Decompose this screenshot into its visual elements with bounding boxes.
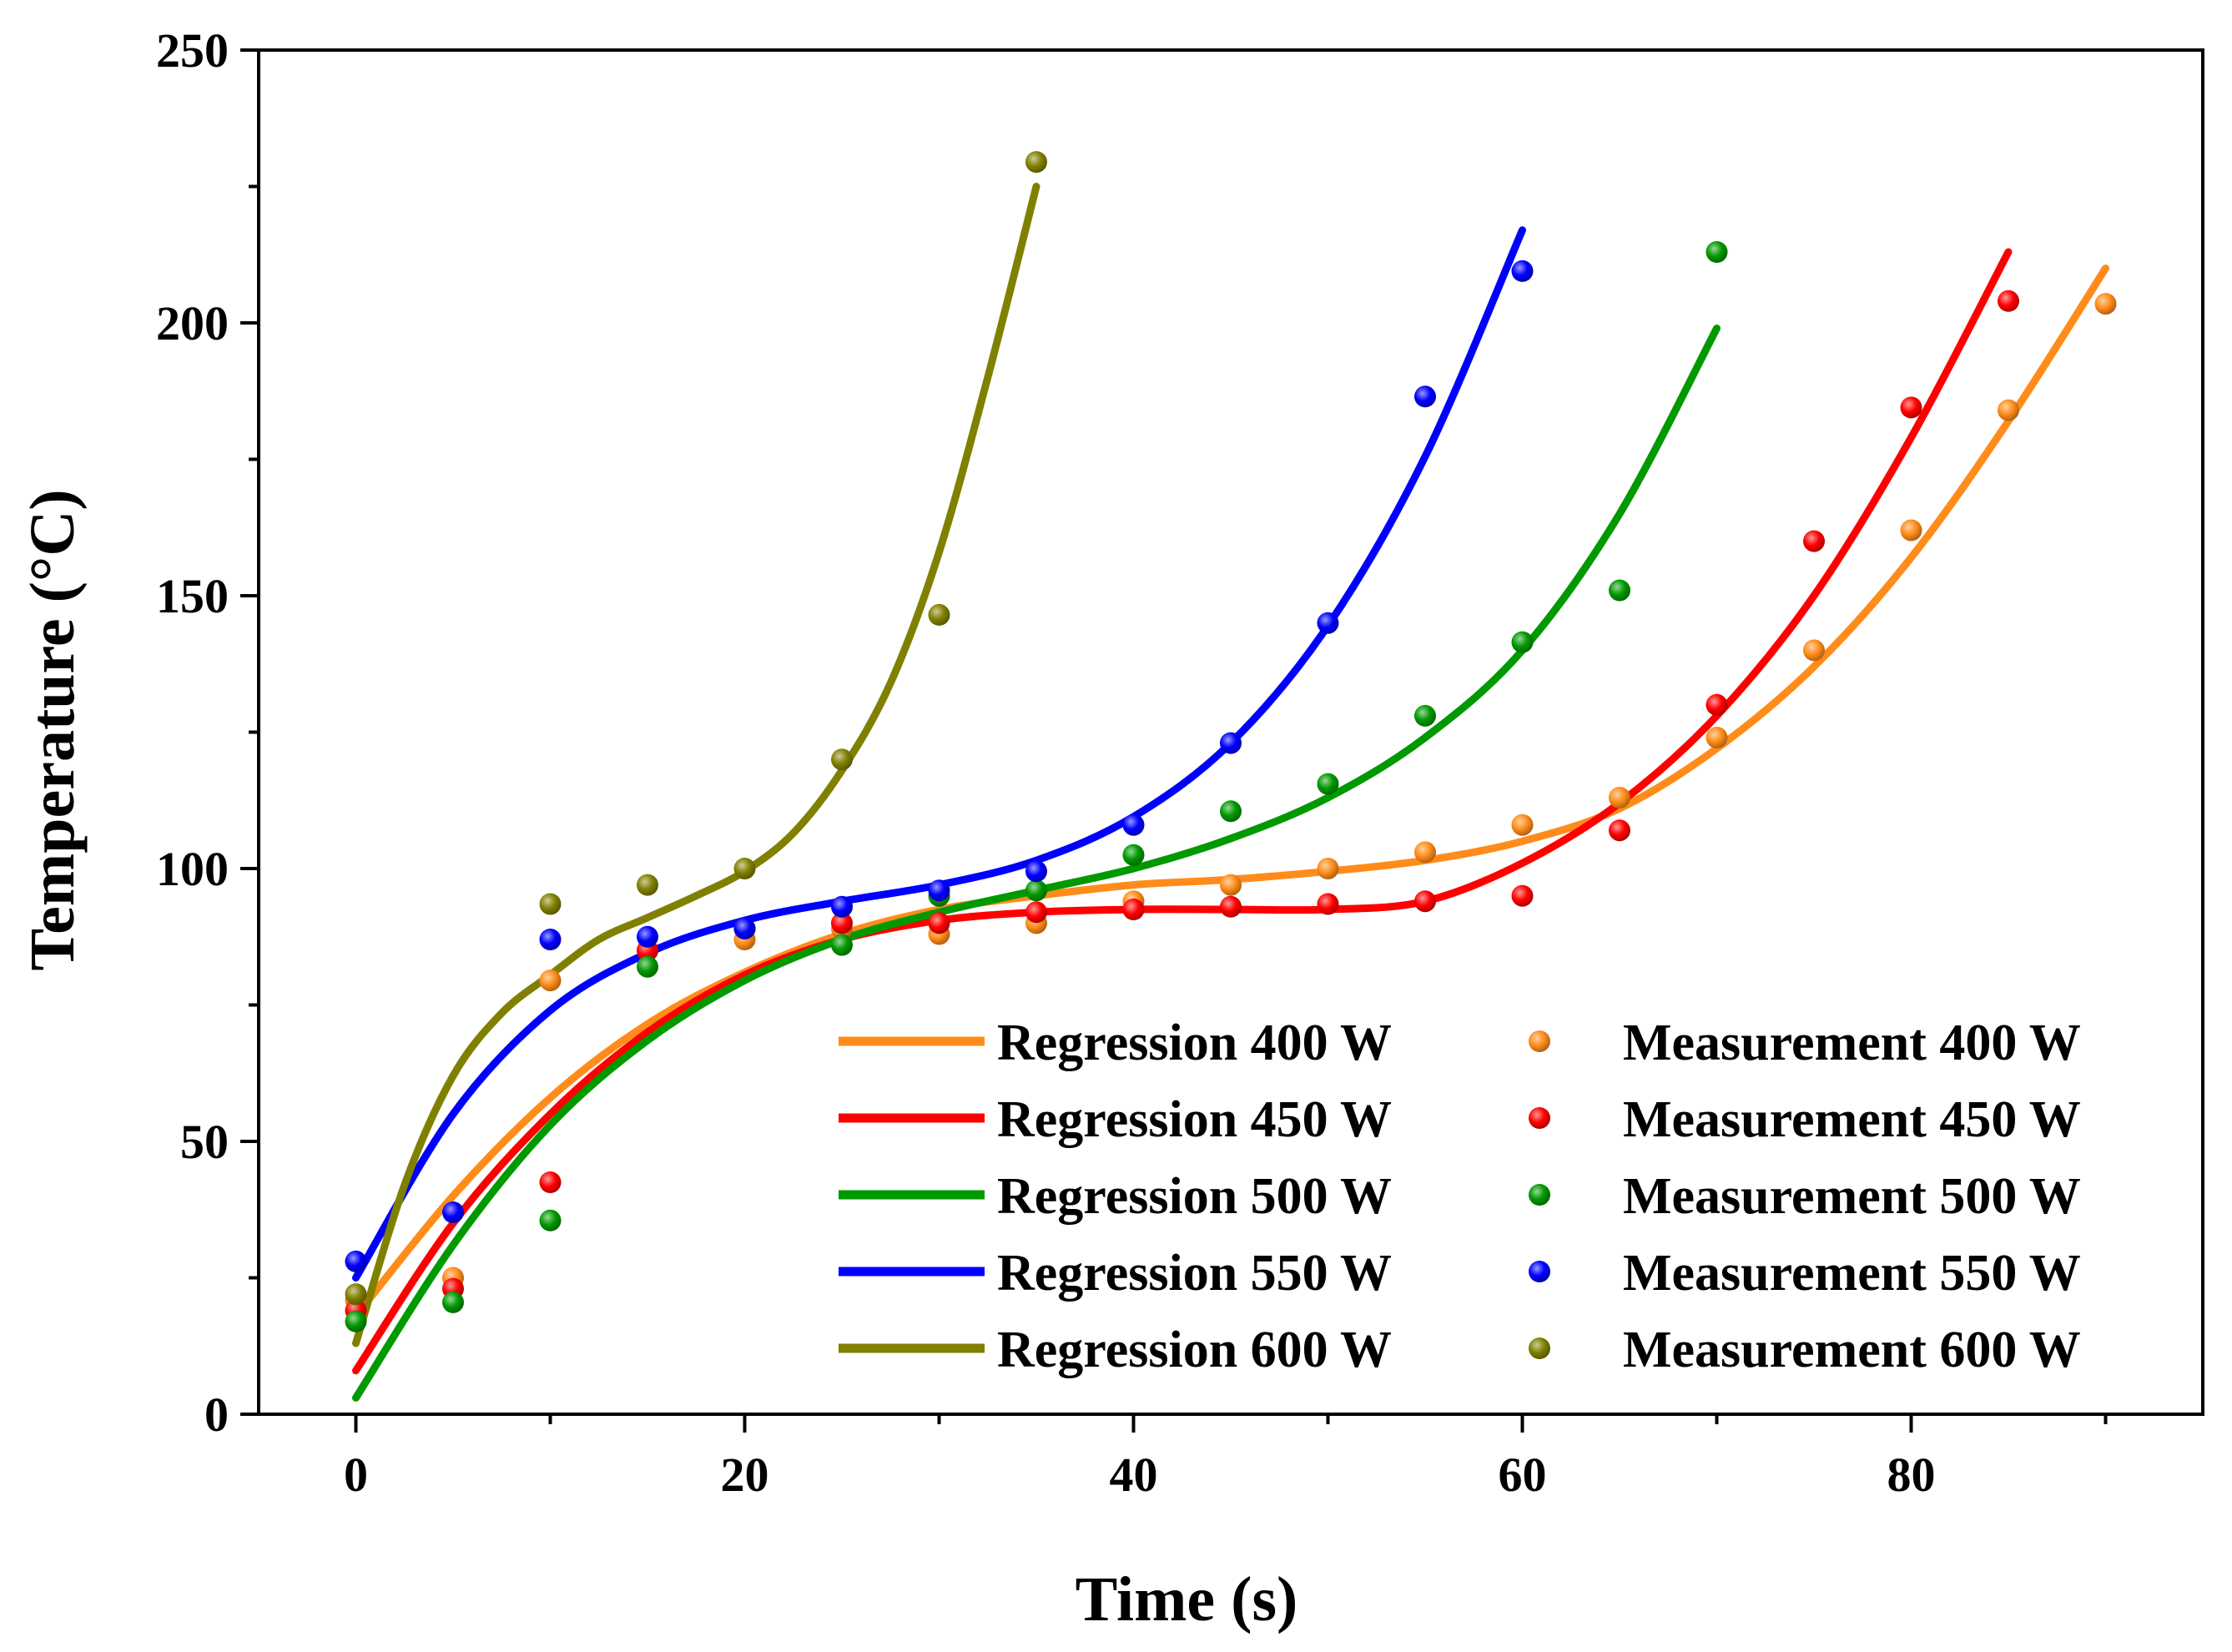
measurement-point-550-w: [733, 917, 756, 939]
y-tick-label: 200: [156, 296, 229, 350]
measurement-point-600-w: [733, 858, 756, 879]
regression-line-600-w: [352, 183, 1040, 1347]
measurement-point-400-w: [1317, 858, 1339, 879]
x-tick-label: 60: [1499, 1448, 1547, 1502]
measurement-point-450-w: [1900, 396, 1922, 419]
measurement-point-550-w: [539, 929, 562, 950]
measurement-point-500-w: [831, 934, 853, 956]
measurement-point-450-w: [539, 1171, 562, 1193]
axes: 0 20 40 60 80 0 50 100 150 200 250: [156, 23, 2204, 1502]
measurement-point-500-w: [1705, 241, 1728, 263]
legend-label-measurement: Measurement 450 W: [1623, 1091, 2081, 1148]
measurement-point-400-w: [1705, 727, 1728, 748]
measurement-point-500-w: [1414, 704, 1436, 727]
legend-label-measurement: Measurement 500 W: [1623, 1168, 2081, 1225]
measurement-point-550-w: [1414, 385, 1436, 408]
measurement-point-450-w: [1998, 290, 2019, 312]
y-tick-label: 50: [180, 1115, 229, 1169]
measurement-point-500-w: [1317, 773, 1339, 795]
axis-titles: Time (s) Temperature (°C): [18, 489, 1297, 1634]
measurement-point-400-w: [539, 970, 562, 992]
measurement-point-400-w: [1609, 787, 1630, 808]
measurement-point-550-w: [831, 895, 853, 918]
measurement-point-400-w: [1414, 841, 1436, 864]
measurement-point-600-w: [1025, 151, 1047, 174]
legend-label-regression: Regression 600 W: [997, 1322, 1392, 1378]
legend-dot-swatch: [1529, 1337, 1550, 1359]
legend-dot-swatch: [1529, 1030, 1550, 1052]
measurement-point-500-w: [1025, 879, 1047, 902]
measurement-point-450-w: [1511, 884, 1534, 907]
measurement-point-450-w: [831, 912, 853, 934]
y-tick-label: 0: [204, 1388, 229, 1442]
measurement-point-550-w: [1025, 860, 1047, 883]
measurement-point-450-w: [1122, 899, 1145, 920]
measurement-point-450-w: [1609, 819, 1630, 842]
legend-dot-swatch: [1529, 1107, 1550, 1129]
measurement-point-500-w: [539, 1209, 562, 1231]
measurement-point-450-w: [1705, 693, 1728, 716]
x-axis-title: Time (s): [1076, 1564, 1298, 1634]
measurement-point-450-w: [1317, 893, 1339, 915]
measurement-point-550-w: [1122, 813, 1145, 836]
measurement-point-550-w: [928, 879, 950, 902]
measurement-point-450-w: [1414, 890, 1436, 913]
legend-label-regression: Regression 500 W: [997, 1168, 1392, 1225]
measurement-point-450-w: [928, 912, 950, 934]
measurement-point-500-w: [1511, 631, 1534, 653]
plot-area: [345, 151, 2117, 1402]
measurement-point-500-w: [442, 1291, 464, 1313]
regression-line-550-w: [352, 226, 1526, 1282]
measurement-point-500-w: [1220, 800, 1242, 823]
x-tick-label: 40: [1110, 1448, 1158, 1502]
measurement-point-550-w: [637, 925, 658, 948]
measurement-point-500-w: [345, 1310, 367, 1332]
measurement-point-600-w: [928, 603, 950, 626]
measurement-point-600-w: [637, 874, 658, 896]
measurement-point-550-w: [1511, 259, 1534, 282]
measurement-point-400-w: [1803, 639, 1825, 662]
legend-label-measurement: Measurement 400 W: [1623, 1015, 2081, 1071]
measurement-point-600-w: [539, 893, 562, 915]
regression-line-400-w: [352, 264, 2109, 1320]
legend-label-measurement: Measurement 550 W: [1623, 1245, 2081, 1302]
measurement-point-400-w: [2094, 293, 2117, 315]
measurement-point-550-w: [1317, 612, 1339, 634]
measurement-point-600-w: [345, 1283, 367, 1306]
measurement-point-550-w: [345, 1250, 367, 1272]
x-tick-label: 20: [721, 1448, 769, 1502]
legend-dot-swatch: [1529, 1261, 1550, 1282]
measurement-point-600-w: [831, 748, 853, 771]
measurement-point-550-w: [1220, 732, 1242, 754]
measurement-point-400-w: [1220, 874, 1242, 896]
legend-label-measurement: Measurement 600 W: [1623, 1322, 2081, 1378]
y-tick-label: 100: [156, 842, 229, 896]
y-tick-label: 150: [156, 569, 229, 623]
measurement-point-400-w: [1998, 399, 2019, 421]
measurement-point-400-w: [1900, 519, 1922, 541]
legend-label-regression: Regression 450 W: [997, 1091, 1392, 1148]
measurement-point-500-w: [637, 955, 658, 978]
measurement-point-500-w: [1122, 844, 1145, 866]
legend: Regression 400 W Measurement 400 W Regress…: [839, 1015, 2081, 1378]
regression-line-450-w: [352, 248, 2013, 1375]
measurement-point-400-w: [1511, 813, 1534, 836]
measurement-point-500-w: [1609, 579, 1630, 602]
legend-dot-swatch: [1529, 1184, 1550, 1206]
y-axis-title: Temperature (°C): [18, 489, 88, 970]
y-tick-label: 250: [156, 23, 229, 78]
measurement-point-450-w: [1025, 901, 1047, 924]
measurement-point-550-w: [442, 1201, 464, 1223]
measurement-point-450-w: [1803, 530, 1825, 552]
x-tick-label: 80: [1887, 1448, 1936, 1502]
measurement-point-450-w: [1220, 895, 1242, 918]
x-tick-label: 0: [344, 1448, 368, 1502]
legend-label-regression: Regression 400 W: [997, 1015, 1392, 1071]
legend-label-regression: Regression 550 W: [997, 1245, 1392, 1302]
